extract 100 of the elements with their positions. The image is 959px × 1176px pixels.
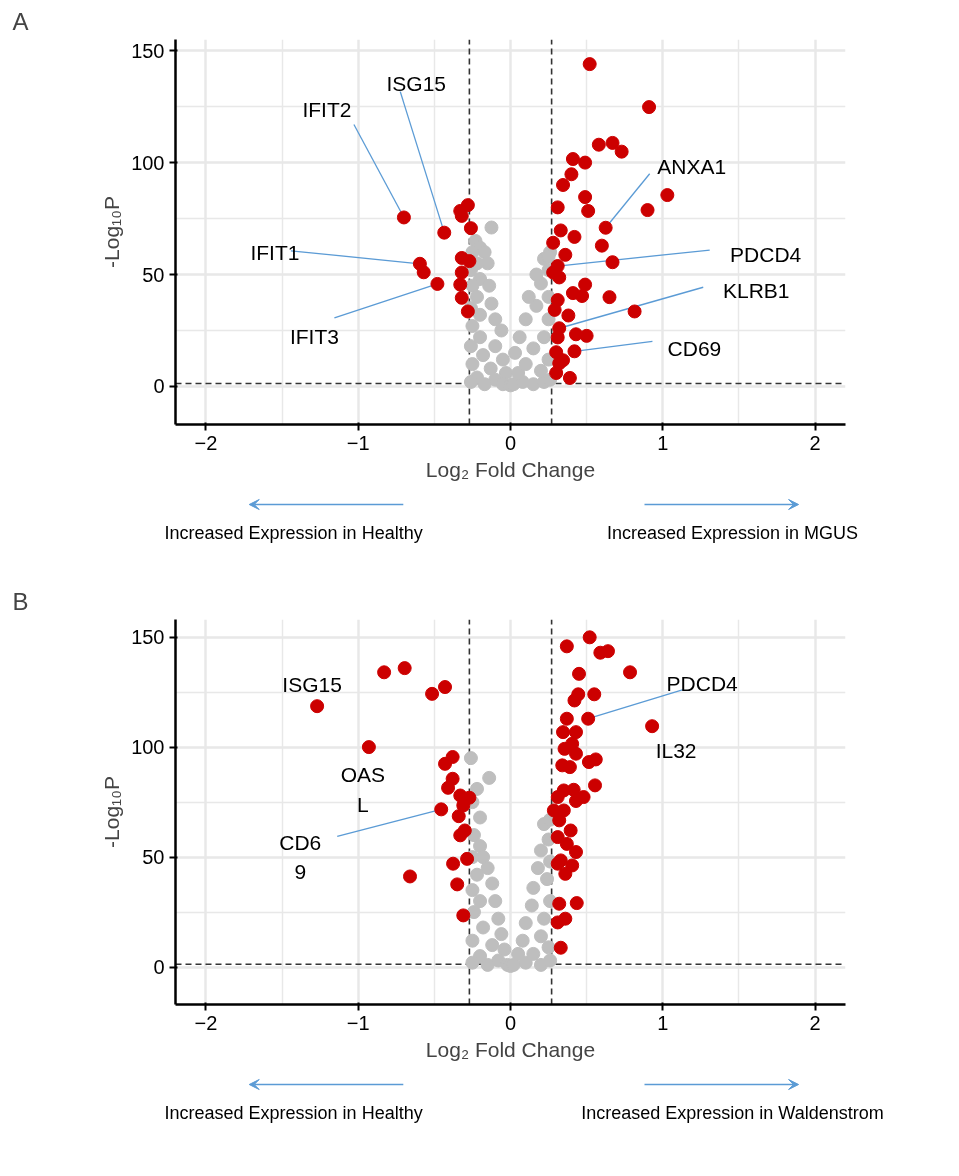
annotation: IL32 bbox=[655, 738, 697, 762]
point bbox=[476, 920, 491, 935]
point bbox=[602, 290, 617, 305]
point bbox=[465, 357, 480, 372]
y-tick-label: 150 bbox=[131, 626, 165, 649]
annotation: CD6 9 bbox=[279, 830, 322, 884]
point bbox=[591, 137, 606, 152]
point bbox=[552, 270, 567, 285]
point bbox=[594, 238, 609, 253]
x-axis-title: Log₂ Fold Change bbox=[425, 1037, 596, 1061]
point bbox=[518, 357, 533, 372]
point bbox=[454, 290, 469, 305]
point bbox=[568, 327, 583, 342]
point bbox=[614, 144, 629, 159]
point bbox=[463, 221, 478, 236]
annotation: OAS L bbox=[340, 762, 386, 816]
point bbox=[533, 363, 548, 378]
point bbox=[497, 942, 512, 957]
point bbox=[488, 312, 503, 327]
point bbox=[483, 361, 498, 376]
point bbox=[598, 220, 613, 235]
annotation: IFIT2 bbox=[302, 97, 352, 121]
point bbox=[416, 265, 431, 280]
point bbox=[552, 321, 567, 336]
x-tick-label: 0 bbox=[504, 431, 517, 454]
point bbox=[565, 152, 580, 167]
point bbox=[480, 957, 495, 972]
y-tick-label: 150 bbox=[131, 39, 165, 62]
point bbox=[533, 929, 548, 944]
point bbox=[473, 307, 488, 322]
point bbox=[533, 843, 548, 858]
point bbox=[546, 235, 561, 250]
point bbox=[470, 867, 484, 882]
x-tick-label: 2 bbox=[809, 1011, 821, 1034]
point bbox=[465, 955, 480, 970]
point bbox=[567, 344, 582, 359]
x-tick-label: 0 bbox=[504, 1011, 517, 1034]
point bbox=[578, 277, 593, 292]
point bbox=[511, 366, 526, 380]
point bbox=[553, 223, 568, 238]
point bbox=[581, 203, 596, 218]
point bbox=[484, 296, 499, 311]
annotation: PDCD4 bbox=[666, 672, 739, 696]
point bbox=[485, 876, 500, 891]
y-axis-title: -Log₁₀P bbox=[100, 196, 124, 268]
point bbox=[515, 933, 530, 948]
y-tick-label: 100 bbox=[131, 736, 165, 759]
point bbox=[482, 770, 497, 785]
x-tick-label: 1 bbox=[657, 431, 669, 454]
y-axis-title: -Log₁₀P bbox=[100, 776, 124, 848]
point bbox=[473, 330, 488, 345]
point bbox=[396, 210, 411, 225]
point bbox=[476, 348, 491, 363]
text: Increased Expression in Waldenstrom bbox=[581, 1102, 884, 1123]
annotation: PDCD4 bbox=[730, 242, 802, 266]
annotation: ISG15 bbox=[386, 72, 447, 96]
point bbox=[642, 100, 657, 115]
point bbox=[579, 328, 594, 343]
point bbox=[640, 203, 655, 218]
point bbox=[552, 356, 567, 371]
chart-title: A bbox=[12, 7, 29, 35]
point bbox=[567, 229, 582, 244]
point bbox=[465, 883, 480, 898]
point bbox=[550, 200, 565, 215]
point bbox=[526, 341, 541, 356]
x-axis-title: Log₂ Fold Change bbox=[425, 457, 596, 481]
point bbox=[482, 278, 497, 293]
point bbox=[508, 345, 523, 360]
point bbox=[540, 872, 555, 887]
point bbox=[558, 247, 573, 262]
point bbox=[562, 370, 577, 385]
point bbox=[541, 940, 556, 955]
point bbox=[465, 319, 480, 333]
annotation: KLRB1 bbox=[722, 278, 790, 302]
point bbox=[518, 312, 533, 327]
y-tick-label: 100 bbox=[131, 151, 165, 174]
point bbox=[627, 304, 642, 319]
x-tick-label: −1 bbox=[346, 431, 370, 454]
point bbox=[556, 178, 571, 192]
point bbox=[582, 57, 597, 72]
point bbox=[605, 135, 620, 150]
point bbox=[495, 352, 510, 367]
x-tick-label: 1 bbox=[657, 1011, 669, 1034]
point bbox=[437, 225, 452, 240]
annotation: IFIT1 bbox=[250, 241, 300, 265]
point bbox=[470, 781, 484, 796]
point bbox=[494, 323, 509, 338]
point bbox=[488, 894, 503, 909]
chart-title: B bbox=[12, 587, 29, 615]
point bbox=[454, 265, 469, 280]
annotation: ANXA1 bbox=[657, 155, 727, 179]
point bbox=[473, 810, 488, 825]
point bbox=[465, 933, 480, 948]
x-tick-label: −2 bbox=[194, 1011, 218, 1034]
annotation: CD69 bbox=[667, 336, 722, 360]
point bbox=[564, 167, 579, 182]
point bbox=[494, 927, 509, 942]
point bbox=[543, 953, 558, 968]
point bbox=[578, 155, 593, 170]
point bbox=[526, 946, 541, 961]
